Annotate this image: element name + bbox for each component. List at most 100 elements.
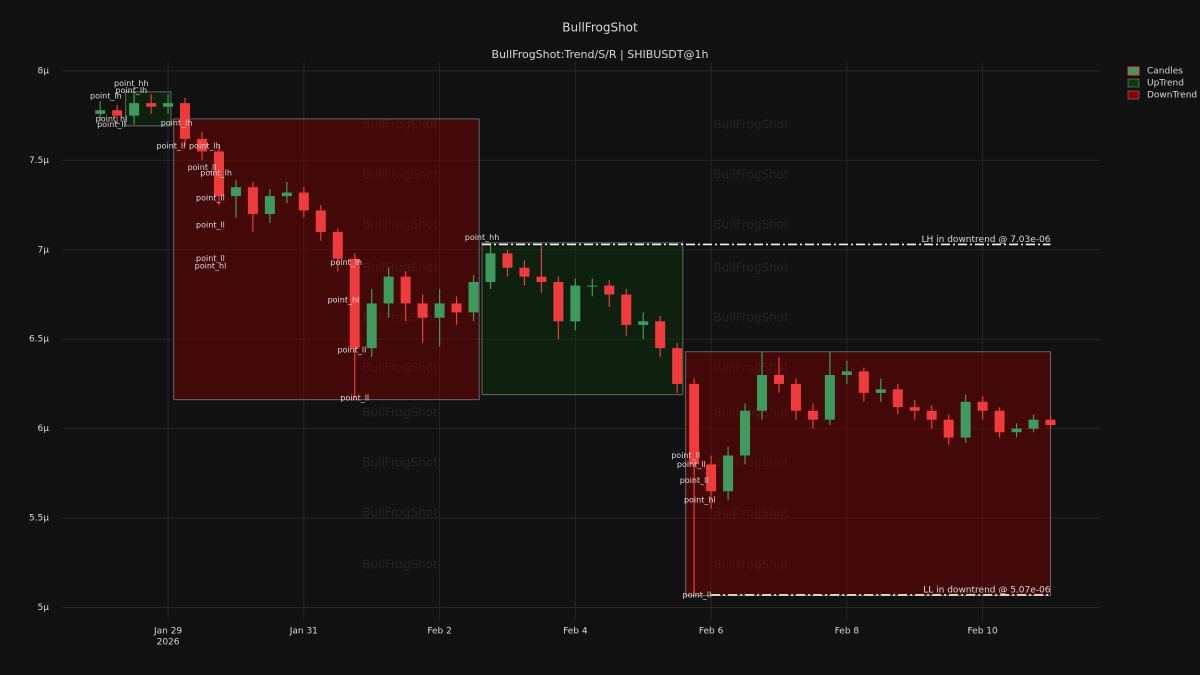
candle-body (740, 410, 751, 456)
watermark: BullFrogShot (362, 168, 438, 182)
y-tick-label: 7μ (38, 245, 50, 255)
watermark: BullFrogShot (362, 261, 438, 275)
candle-body (1011, 428, 1022, 433)
candle-body (757, 374, 768, 411)
x-tick-label: Feb 4 (563, 627, 588, 637)
candle-body (502, 253, 513, 268)
point-annotation: point_ll (196, 220, 225, 229)
candle-body (349, 258, 360, 349)
y-tick-label: 7.5μ (29, 156, 49, 166)
trend-zone (481, 242, 684, 396)
candle-body (247, 187, 258, 215)
candle-body (723, 455, 734, 492)
candle-body (790, 383, 801, 411)
candle-body (197, 138, 208, 152)
candle-body (383, 276, 394, 304)
candle-body (400, 276, 411, 304)
point-annotation: point_lh (90, 91, 122, 100)
watermark: BullFrogShot (362, 118, 438, 132)
candle-body (163, 103, 174, 107)
candle-body (1028, 419, 1039, 429)
point-annotation: point_lh (189, 142, 221, 151)
x-tick-label: Jan 31 (289, 627, 318, 637)
watermark: BullFrogShot (713, 311, 789, 325)
point-annotation: point_ll (196, 254, 225, 263)
watermark: BullFrogShot (362, 506, 438, 520)
candle-body (977, 401, 988, 411)
candle-body (807, 410, 818, 420)
candle-body (434, 303, 445, 318)
candle-body (468, 281, 479, 313)
point-annotation: point_hl (96, 115, 128, 124)
candle-body (570, 285, 581, 322)
candle-body (773, 374, 784, 384)
point-annotation: point_hl (195, 261, 227, 270)
level-label: LH in downtrend @ 7.03e-06 (922, 235, 1051, 245)
x-tick-label: Feb 6 (699, 627, 724, 637)
candle-body (553, 281, 564, 322)
candle-body (485, 253, 496, 282)
candle-body (112, 110, 123, 116)
point-annotation: point_ll (671, 451, 700, 460)
legend-label: DownTrend (1147, 91, 1197, 101)
point-annotation: point_ll (196, 193, 225, 202)
watermark: BullFrogShot (362, 406, 438, 420)
watermark: BullFrogShot (713, 261, 789, 275)
legend-swatch (1127, 78, 1140, 88)
watermark: BullFrogShot (713, 361, 789, 375)
candle-body (180, 103, 191, 139)
candle-body (824, 374, 835, 420)
y-tick-label: 5μ (38, 603, 50, 613)
candle-body (638, 321, 649, 325)
chart-subtitle: BullFrogShot:Trend/S/R | SHIBUSDT@1h (492, 48, 709, 61)
candle-body (264, 196, 275, 215)
point-annotation: point_ll (337, 345, 366, 354)
watermark: BullFrogShot (713, 406, 789, 420)
legend-label: Candles (1147, 67, 1183, 77)
point-annotation: point_ll (156, 142, 185, 151)
point-annotation: point_hh (114, 79, 149, 88)
candle-body (366, 303, 377, 349)
candle-body (519, 267, 530, 277)
watermark: BullFrogShot (713, 506, 789, 520)
x-tick-label: Feb 8 (835, 627, 860, 637)
point-annotation: point_ll (340, 394, 369, 403)
candle-body (146, 103, 157, 107)
watermark: BullFrogShot (713, 558, 789, 572)
watermark: BullFrogShot (362, 456, 438, 470)
legend-swatch (1127, 90, 1140, 100)
candle-body (213, 151, 224, 197)
point-annotation: point_lh (200, 168, 232, 177)
point-annotation: point_ll (97, 120, 126, 129)
legend-swatch (1127, 66, 1140, 76)
y-tick-label: 5.5μ (29, 514, 49, 524)
candle-body (315, 210, 326, 232)
legend-label: UpTrend (1147, 79, 1184, 89)
candle-body (926, 410, 937, 420)
x-year-label: 2026 (157, 638, 180, 648)
chart-title: BullFrogShot (562, 21, 638, 35)
candle-body (960, 401, 971, 438)
watermark: BullFrogShot (362, 218, 438, 232)
x-tick-label: Jan 29 (153, 627, 182, 637)
point-annotation: point_ll (188, 163, 217, 172)
watermark: BullFrogShot (713, 218, 789, 232)
point-annotation: point_lh (115, 86, 147, 95)
watermark: BullFrogShot (713, 118, 789, 132)
candle-body (536, 276, 547, 282)
y-tick-label: 6μ (38, 424, 50, 434)
point-annotation: point_hl (328, 295, 360, 304)
candle-body (298, 192, 309, 211)
point-annotation: point_ll (677, 460, 706, 469)
point-annotation: point_hh (465, 233, 500, 242)
candle-body (281, 192, 292, 197)
candle-body (858, 371, 869, 393)
candle-body (706, 464, 717, 492)
candle-body (332, 231, 343, 259)
watermark: BullFrogShot (713, 168, 789, 182)
x-tick-label: Feb 10 (967, 627, 998, 637)
level-label: LL in downtrend @ 5.07e-06 (923, 585, 1050, 595)
point-annotation: point_lh (330, 258, 362, 267)
candle-body (875, 389, 886, 393)
